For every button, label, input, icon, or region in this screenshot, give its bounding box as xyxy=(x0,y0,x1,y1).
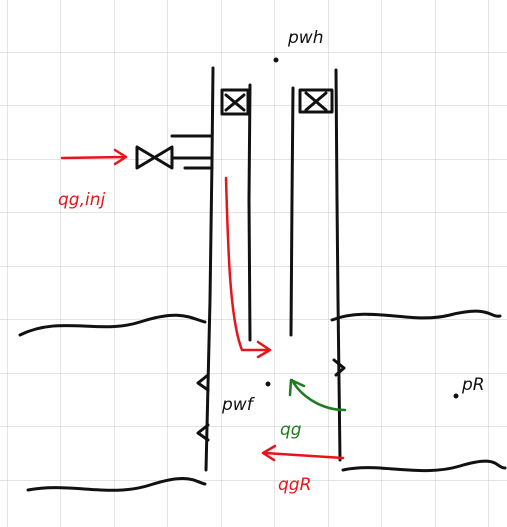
label: pwh xyxy=(287,28,323,48)
point xyxy=(274,58,279,63)
label: pR xyxy=(461,375,485,395)
label: qg xyxy=(280,420,302,440)
tubing-wall xyxy=(291,88,293,335)
label: qg,inj xyxy=(58,190,105,210)
grid-paper xyxy=(0,0,507,527)
label: qgR xyxy=(278,475,311,495)
diagram: pwh qg,inj pwf qg qgR pR xyxy=(0,0,507,527)
point xyxy=(454,394,459,399)
point xyxy=(266,382,271,387)
tubing-wall xyxy=(249,85,250,340)
label: pwf xyxy=(221,395,256,415)
